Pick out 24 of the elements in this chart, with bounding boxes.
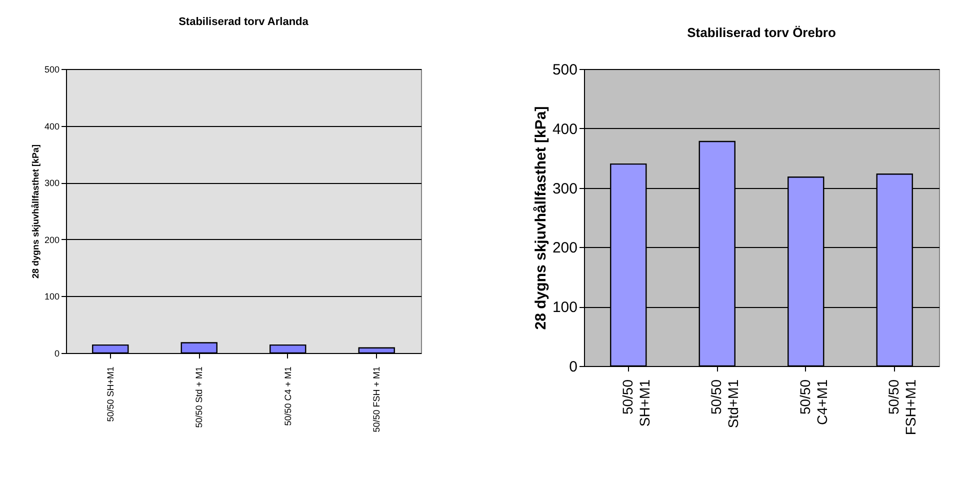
y-tick-label: 300 xyxy=(44,178,60,188)
x-tick-label: 50/50 FSH + M1 xyxy=(372,366,382,432)
y-axis-title: 28 dygns skjuvhållfasthet [kPa] xyxy=(30,144,40,279)
y-tick-label: 100 xyxy=(552,299,578,316)
x-tick-label: 50/50 C4 + M1 xyxy=(282,366,293,426)
y-tick-label: 500 xyxy=(552,62,578,78)
y-tick-label: 200 xyxy=(552,240,578,257)
x-tick-label: 50/50 SH+M1 xyxy=(105,366,116,422)
y-tick-label: 100 xyxy=(44,292,60,302)
x-tick-label: 50/50 C4+M1 xyxy=(796,379,830,426)
x-tick-label: 50/50 FSH+M1 xyxy=(886,379,919,436)
y-axis-title: 28 dygns skjuvhållfasthet [kPa] xyxy=(532,106,550,330)
y-tick-label: 300 xyxy=(552,180,578,198)
x-tick-label: 50/50 Std + M1 xyxy=(194,366,204,428)
y-tick-label: 0 xyxy=(569,358,578,376)
x-tick-label: 50/50 Std+M1 xyxy=(708,379,742,428)
chart-title: Stabiliserad torv Arlanda xyxy=(178,16,310,28)
y-tick-label: 200 xyxy=(44,234,60,245)
chart-title: Stabiliserad torv Örebro xyxy=(687,25,836,40)
y-tick-label: 0 xyxy=(54,348,60,358)
x-tick-label: 50/50 SH+M1 xyxy=(619,379,652,427)
y-tick-label: 400 xyxy=(552,120,578,138)
y-tick-label: 400 xyxy=(44,121,60,132)
y-tick-label: 500 xyxy=(44,64,60,74)
